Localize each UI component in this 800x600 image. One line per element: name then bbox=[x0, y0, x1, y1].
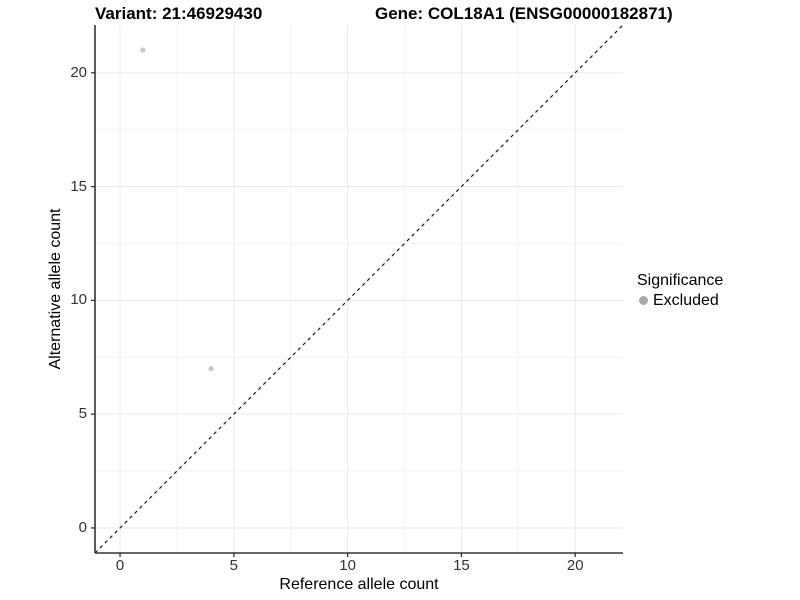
x-axis-tick-label: 20 bbox=[566, 557, 584, 574]
x-axis-title: Reference allele count bbox=[279, 576, 439, 593]
variant-title: Variant: 21:46929430 bbox=[95, 4, 263, 23]
data-point bbox=[208, 366, 214, 372]
excluded-dot-icon bbox=[639, 296, 648, 305]
x-axis-tick-label: 10 bbox=[339, 557, 356, 574]
y-axis-tick-label: 10 bbox=[70, 291, 87, 309]
x-axis-tick-label: 5 bbox=[229, 557, 238, 574]
legend-item-excluded: Excluded bbox=[637, 291, 723, 310]
identity-dashed-line bbox=[94, 24, 624, 554]
y-axis-title: Alternative allele count bbox=[47, 208, 64, 370]
gene-title: Gene: COL18A1 (ENSG00000182871) bbox=[375, 4, 673, 23]
legend-title: Significance bbox=[637, 272, 724, 289]
x-axis-tick-label: 15 bbox=[453, 557, 470, 574]
y-axis-tick-label: 0 bbox=[78, 518, 87, 536]
legend: Significance Excluded bbox=[637, 271, 723, 310]
x-axis-tick-label: 0 bbox=[115, 557, 125, 574]
y-axis-tick-label: 15 bbox=[70, 177, 87, 195]
y-axis-tick-label: 5 bbox=[78, 405, 87, 423]
data-point bbox=[140, 47, 146, 53]
y-axis-tick-label: 20 bbox=[70, 63, 87, 81]
legend-item-label: Excluded bbox=[653, 291, 719, 309]
